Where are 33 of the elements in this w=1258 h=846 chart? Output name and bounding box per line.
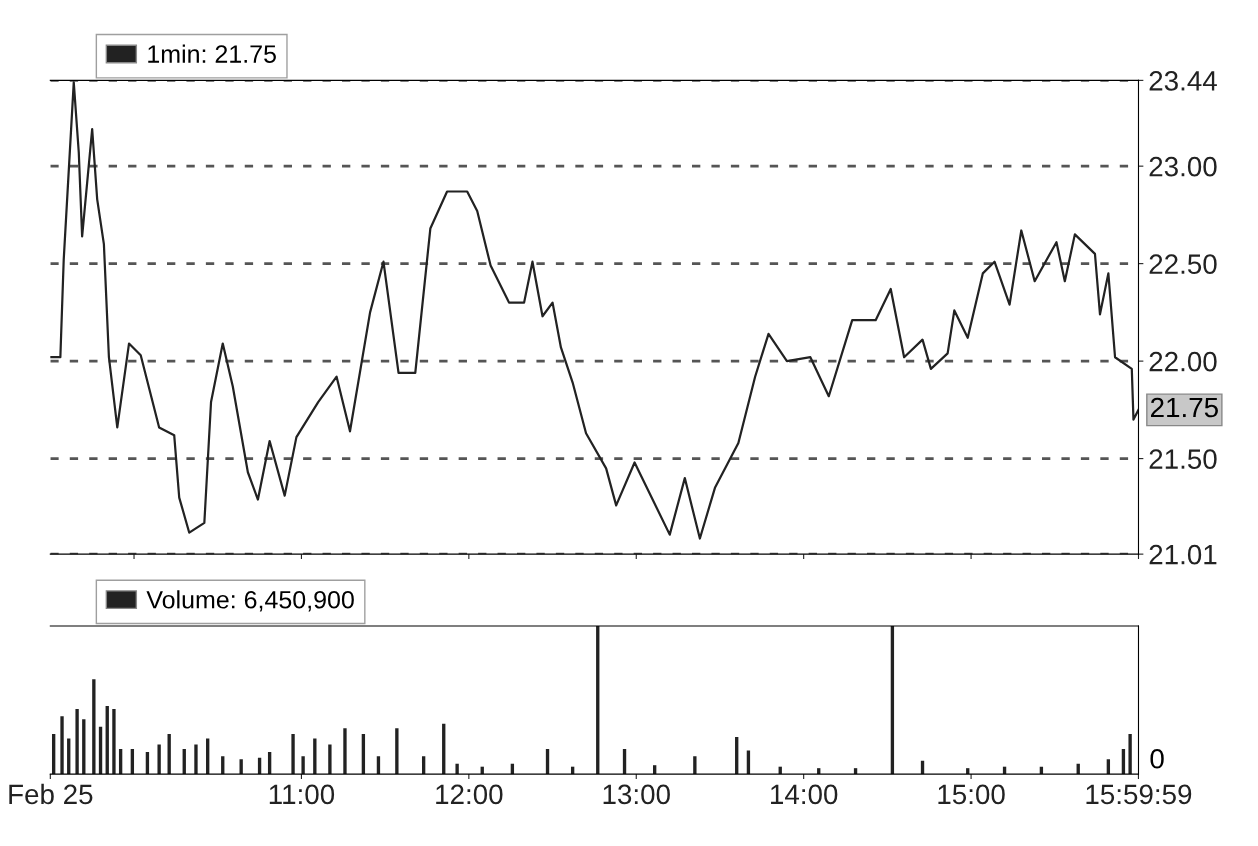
bar	[75, 708, 79, 775]
bar	[343, 728, 347, 775]
x-tick-label: 14:00	[771, 784, 838, 805]
bar	[239, 759, 243, 775]
bar	[301, 756, 305, 775]
y-tick-label: 22.50	[1149, 254, 1217, 274]
annotation: 21.75	[1151, 397, 1218, 418]
bar	[395, 728, 399, 775]
x-tick-label: 12:00	[436, 784, 503, 805]
legend-label: Volume: 6,450,900	[146, 590, 354, 612]
legend-label: 1min: 21.75	[148, 44, 276, 63]
bar	[328, 744, 332, 775]
x-tick-label: Feb 25	[9, 783, 93, 805]
bar	[92, 679, 96, 775]
bar	[455, 763, 459, 775]
bar	[112, 708, 116, 775]
x-tick-label: 15:00	[938, 784, 1005, 805]
x-tick-label: 15:59:59	[1086, 784, 1192, 805]
y-tick-label: 23.44	[1149, 71, 1217, 91]
bar	[291, 734, 295, 775]
y-tick-label: 23.00	[1149, 156, 1217, 177]
bar	[157, 744, 161, 775]
bar	[194, 744, 198, 775]
text: 0	[1150, 748, 1164, 769]
bar	[1128, 734, 1132, 775]
y-tick-label: 21.01	[1149, 544, 1217, 565]
y-tick-label: 21.50	[1149, 449, 1217, 469]
x-tick-label: 13:00	[603, 784, 670, 805]
bar	[60, 716, 64, 775]
y-tick-label: 22.00	[1149, 351, 1217, 372]
bar	[313, 738, 317, 775]
x-tick-label: 11:00	[269, 784, 335, 805]
bar	[693, 756, 697, 775]
